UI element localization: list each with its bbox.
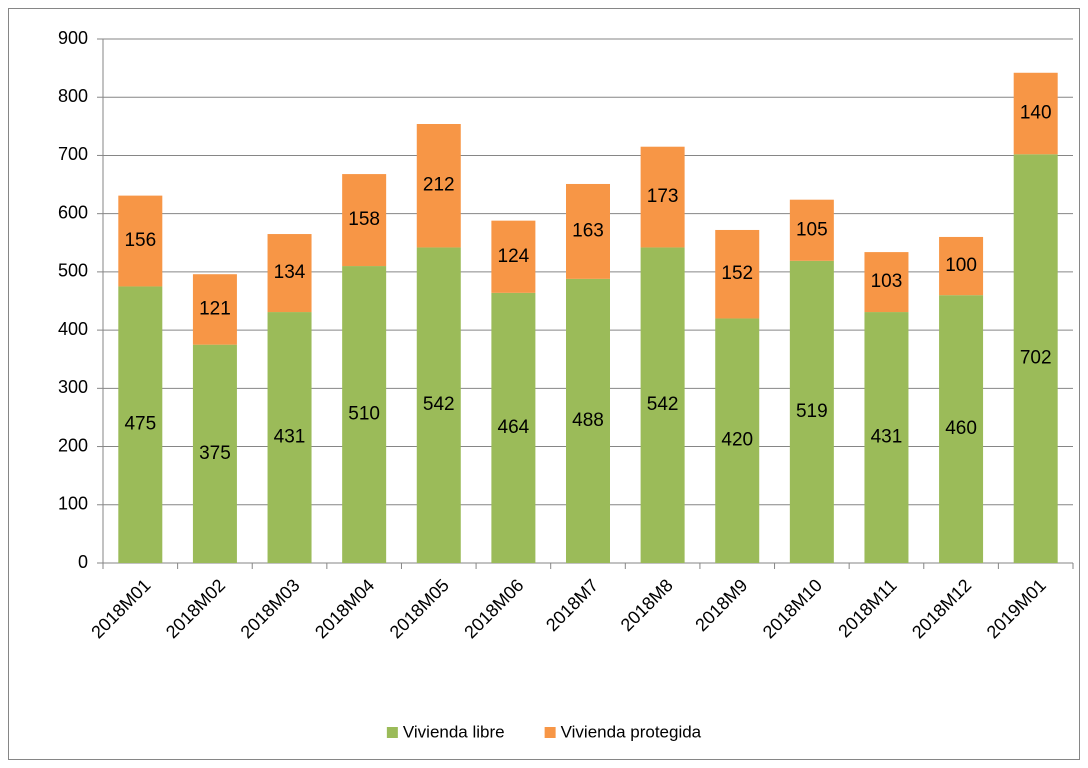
bar-segment xyxy=(640,247,685,564)
y-tick-label: 800 xyxy=(58,86,88,106)
chart-border xyxy=(8,8,1080,760)
bar-segment xyxy=(491,292,536,563)
bar-segment xyxy=(789,260,834,563)
data-label: 488 xyxy=(572,410,604,431)
bar-segment xyxy=(566,183,610,279)
bar-segment xyxy=(491,220,536,293)
bar-segment xyxy=(342,266,387,563)
bar-segment xyxy=(864,252,909,313)
y-tick-label: 900 xyxy=(58,28,88,48)
data-label: 510 xyxy=(348,404,380,425)
legend-swatch xyxy=(544,727,556,738)
bar-segment xyxy=(939,236,984,296)
bar-segment xyxy=(267,234,312,313)
bar-segment xyxy=(118,195,163,287)
bar-segment xyxy=(118,286,163,563)
data-label: 105 xyxy=(796,219,828,240)
bar-segment xyxy=(192,274,237,345)
y-tick-label: 300 xyxy=(58,377,88,397)
data-label: 156 xyxy=(124,230,156,251)
bar-segment xyxy=(267,312,312,563)
data-label: 140 xyxy=(1020,103,1052,124)
data-label: 420 xyxy=(721,430,753,451)
data-label: 134 xyxy=(274,262,306,283)
data-label: 431 xyxy=(871,427,903,448)
y-tick-label: 200 xyxy=(58,435,88,455)
y-tick-label: 600 xyxy=(58,202,88,222)
bar-segment xyxy=(342,174,387,267)
data-label: 431 xyxy=(274,427,306,448)
data-label: 100 xyxy=(945,255,977,276)
data-label: 121 xyxy=(199,298,231,319)
legend-swatch xyxy=(386,727,398,738)
data-label: 173 xyxy=(647,186,679,207)
data-label: 152 xyxy=(721,263,753,284)
data-label: 464 xyxy=(498,417,530,438)
data-label: 542 xyxy=(647,394,679,415)
legend-label: Vivienda libre xyxy=(403,722,505,741)
y-tick-label: 700 xyxy=(58,144,88,164)
data-label: 460 xyxy=(945,418,977,439)
y-tick-label: 100 xyxy=(58,494,88,514)
y-tick-label: 0 xyxy=(78,552,88,572)
y-tick-label: 400 xyxy=(58,319,88,339)
data-label: 212 xyxy=(423,175,455,196)
data-label: 375 xyxy=(199,443,231,464)
bar-segment xyxy=(566,278,610,563)
bar-segment xyxy=(715,318,760,563)
bar-segment xyxy=(1013,72,1058,155)
bar-segment xyxy=(715,229,760,319)
bar-segment xyxy=(640,146,685,248)
bar-segment xyxy=(864,312,909,563)
data-label: 542 xyxy=(423,394,455,415)
bar-segment xyxy=(1013,154,1058,563)
data-label: 519 xyxy=(796,401,828,422)
y-tick-label: 500 xyxy=(58,261,88,281)
bar-segment xyxy=(789,199,834,261)
bar-segment xyxy=(416,247,461,564)
data-label: 163 xyxy=(572,220,604,241)
data-label: 124 xyxy=(498,246,530,267)
data-label: 103 xyxy=(871,271,903,292)
bar-segment xyxy=(416,124,461,248)
data-label: 475 xyxy=(124,414,156,435)
bar-segment xyxy=(939,295,984,563)
legend-label: Vivienda protegida xyxy=(561,722,702,741)
bar-segment xyxy=(192,344,237,563)
data-label: 702 xyxy=(1020,348,1052,369)
data-label: 158 xyxy=(348,209,380,230)
